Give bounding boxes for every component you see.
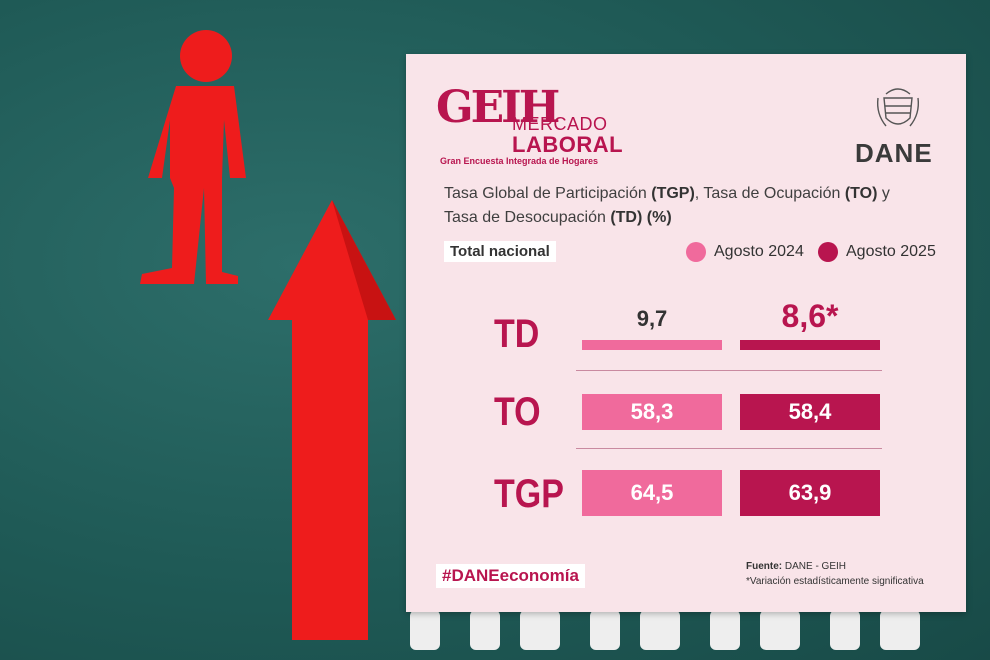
bar-to-2025 — [740, 394, 880, 430]
row-label-td: TD — [494, 312, 540, 356]
legend-swatch-light — [686, 242, 706, 262]
bar-tgp-2025 — [740, 470, 880, 516]
value-to-2024: 58,3 — [630, 399, 674, 424]
paper-chain-feet — [410, 610, 920, 650]
legend-label-2025: Agosto 2025 — [846, 243, 936, 260]
value-to-2025: 58,4 — [788, 399, 832, 424]
row-label-to: TO — [494, 390, 541, 434]
value-tgp-2024: 64,5 — [630, 480, 674, 505]
bar-td-2025 — [740, 340, 880, 350]
national-seal-icon — [876, 88, 920, 127]
red-arrow-graphic — [268, 200, 396, 640]
scope-label: Total nacional — [444, 241, 556, 262]
red-person-figure — [140, 30, 246, 284]
value-tgp-2025: 63,9 — [788, 480, 832, 505]
legend-item-2025: Agosto 2025 — [818, 242, 936, 262]
legend-swatch-dark — [818, 242, 838, 262]
row-divider — [576, 448, 882, 449]
bar-tgp-2024 — [582, 470, 722, 516]
source-note: Fuente: DANE - GEIH *Variación estadísti… — [746, 561, 924, 587]
row-label-tgp: TGP — [494, 472, 564, 516]
hashtag-label: #DANEeconomía — [436, 564, 585, 588]
bar-to-2024 — [582, 394, 722, 430]
chart-subtitle: Tasa Global de Participación (TGP), Tasa… — [444, 185, 890, 226]
geih-logo: GEIH — [436, 82, 560, 133]
logo-subtitle: Gran Encuesta Integrada de Hogares — [440, 156, 599, 166]
logo-mercado: MERCADO — [512, 114, 608, 134]
bar-td-2024 — [582, 340, 722, 350]
value-td-2025: 8,6* — [781, 298, 839, 334]
dane-logo: DANE — [855, 138, 933, 168]
legend-item-2024: Agosto 2024 — [686, 242, 804, 262]
logo-laboral: LABORAL — [512, 132, 624, 157]
value-td-2024: 9,7 — [636, 306, 668, 331]
infographic-card: GEIH MERCADO LABORAL Gran Encuesta Integ… — [406, 54, 966, 612]
legend-label-2024: Agosto 2024 — [714, 243, 804, 260]
row-divider — [576, 370, 882, 371]
